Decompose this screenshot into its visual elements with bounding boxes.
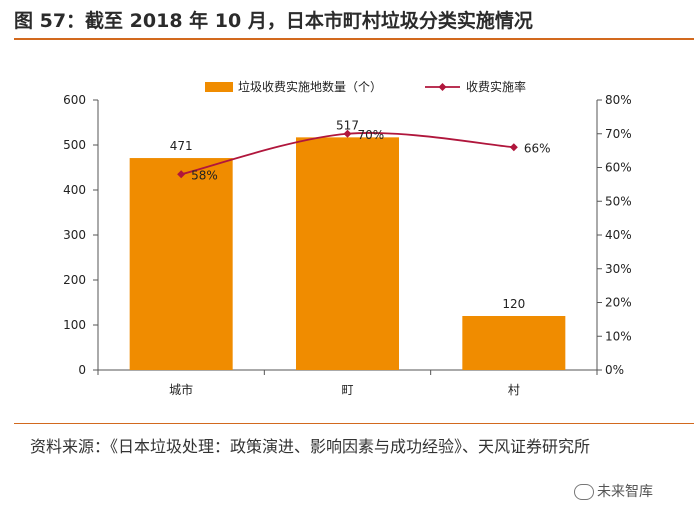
left-tick-label: 600 — [63, 93, 86, 107]
legend-line-marker — [438, 83, 447, 91]
right-tick-label: 30% — [605, 262, 632, 276]
right-tick-label: 10% — [605, 329, 632, 343]
right-tick-label: 0% — [605, 363, 624, 377]
left-tick-label: 500 — [63, 138, 86, 152]
rate-point — [177, 170, 186, 179]
bar-data-label: 120 — [502, 297, 525, 311]
title-divider — [14, 38, 694, 40]
bar-line-chart: 0 100 200 300 400 500 600 0% 10% 20% 30% 40% 50% 60% 7… — [63, 79, 632, 397]
watermark-text: 未来智库 — [597, 484, 653, 500]
right-tick-label: 40% — [605, 228, 632, 242]
legend-line-label: 收费实施率 — [466, 79, 526, 94]
bar-data-label: 517 — [336, 118, 359, 132]
x-tick-label: 町 — [341, 383, 353, 397]
bar — [129, 158, 233, 370]
right-tick-label: 80% — [605, 93, 632, 107]
left-tick-label: 200 — [63, 273, 86, 287]
x-tick-label: 城市 — [169, 382, 193, 397]
bar-data-label: 471 — [170, 139, 193, 153]
watermark: 未来智库 — [574, 481, 653, 501]
rate-point — [343, 129, 352, 138]
bar — [296, 137, 399, 370]
rate-point — [509, 143, 518, 152]
right-tick-label: 20% — [605, 296, 632, 310]
wechat-icon — [574, 484, 594, 500]
bar — [462, 316, 566, 370]
right-tick-label: 50% — [605, 194, 632, 208]
right-tick-label: 70% — [605, 127, 632, 141]
rate-data-label: 70% — [358, 128, 385, 142]
left-tick-label: 0 — [78, 363, 86, 377]
source-divider — [14, 423, 694, 424]
rate-data-label: 66% — [524, 141, 551, 155]
right-tick-label: 60% — [605, 161, 632, 175]
legend-bar-swatch — [205, 82, 233, 92]
figure-title: 图 57：截至 2018 年 10 月，日本市町村垃圾分类实施情况 — [14, 10, 533, 32]
left-tick-label: 100 — [63, 318, 86, 332]
legend-bar-label: 垃圾收费实施地数量（个） — [238, 79, 382, 94]
left-tick-label: 400 — [63, 183, 86, 197]
rate-data-label: 58% — [191, 168, 218, 182]
left-tick-label: 300 — [63, 228, 86, 242]
source-note: 资料来源：《日本垃圾处理：政策演进、影响因素与成功经验》、天风证券研究所 — [30, 437, 591, 456]
x-tick-label: 村 — [508, 383, 520, 397]
